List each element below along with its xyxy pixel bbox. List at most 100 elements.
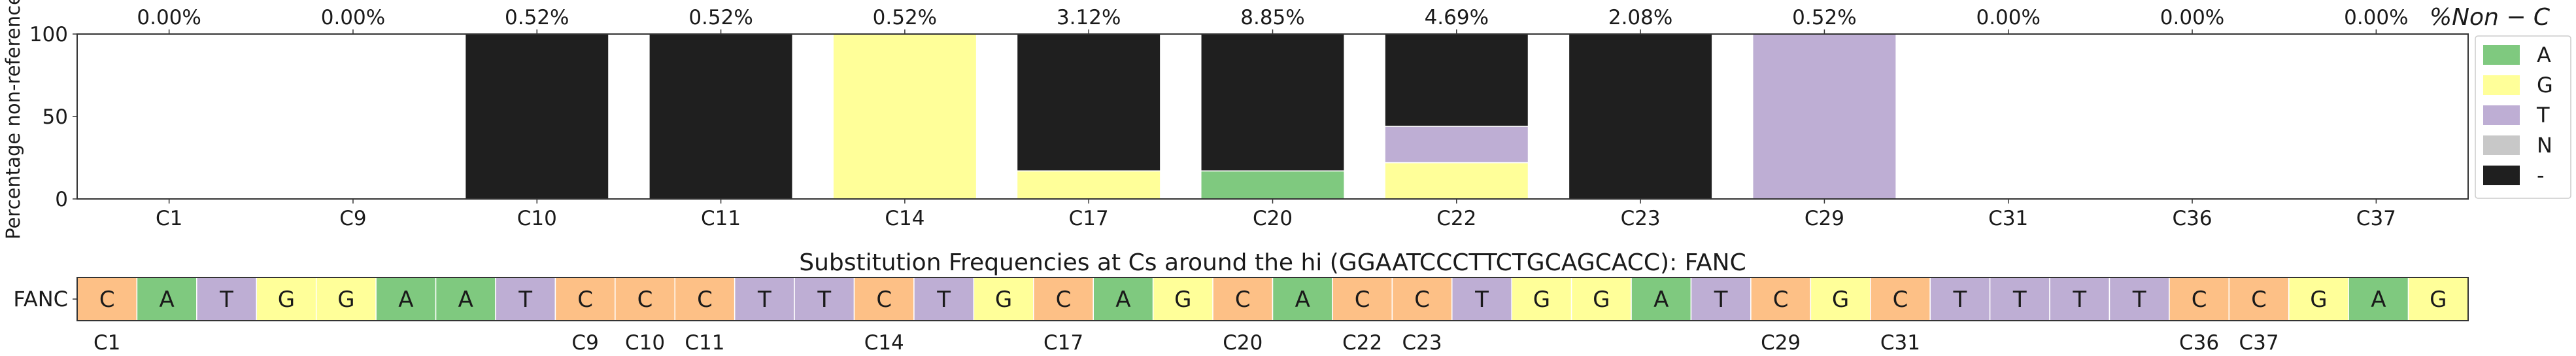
x-tick-label: C29 [1805,207,1844,230]
x-tick-label: C22 [1436,207,1476,230]
base-letter: T [757,287,771,313]
bar-segment-C20-A [1200,170,1345,200]
base-letter: C [2192,287,2207,313]
x-tick-label: C31 [1988,207,2028,230]
base-cell [315,277,377,321]
base-letter: A [1115,287,1130,313]
base-letter: G [1174,287,1191,313]
base-letter: C [697,287,713,313]
base-cell [1690,277,1752,321]
base-letter: T [1474,287,1489,313]
position-label: C11 [685,331,724,353]
base-cell [1033,277,1094,321]
base-letter: A [398,287,413,313]
base-letter: G [1533,287,1550,313]
y-tick-label: 100 [29,23,68,46]
base-letter: T [2012,287,2027,313]
base-cell [615,277,676,321]
base-cell [2228,277,2290,321]
top-axis-title: %Non − C [2430,4,2551,31]
bar-segment-C22-G [1384,162,1529,200]
legend-label: - [2537,163,2545,188]
position-label: C17 [1043,331,1083,353]
bar-segment-C22-- [1384,33,1529,127]
top-percent-label: 4.69% [1425,6,1489,29]
bar-segment-C14-G [832,33,977,200]
bar-segment-C17-- [1016,33,1161,171]
x-tick-label: C14 [885,207,924,230]
legend-swatch-A [2483,45,2520,65]
base-letter: C [637,287,653,313]
base-cell [136,277,197,321]
top-percent-label: 0.00% [2160,6,2224,29]
base-letter: G [2430,287,2447,313]
legend-swatch-G [2483,75,2520,95]
top-percent-label: 0.00% [2344,6,2408,29]
legend-label: G [2537,73,2553,98]
base-cell [1929,277,1991,321]
top-percent-label: 3.12% [1057,6,1121,29]
y-tick-label: 0 [55,188,68,211]
base-letter: C [1893,287,1908,313]
position-label: C31 [1880,331,1920,353]
base-letter: C [1773,287,1789,313]
base-cell [2348,277,2409,321]
base-cell [1152,277,1213,321]
base-letter: G [995,287,1012,313]
base-cell [554,277,616,321]
top-percent-label: 2.08% [1608,6,1672,29]
base-cell [495,277,556,321]
stacked-bar-chart: C1 0.00% C9 0.00% C10 0.52% C11 0.52% C14 0.52% C1… [2,0,2551,240]
x-tick-label: C1 [156,207,182,230]
legend-label: N [2537,133,2552,158]
base-cell [734,277,795,321]
legend-label: T [2536,103,2550,128]
top-percent-label: 0.00% [1976,6,2040,29]
position-label: C37 [2239,331,2279,353]
bar-segment-C20-- [1200,33,1345,171]
x-tick-label: C10 [517,207,557,230]
bar-segment-C11-- [649,33,794,200]
position-label: C20 [1223,331,1263,353]
legend-swatch-N [2483,135,2520,155]
base-letter: T [219,287,233,313]
top-percent-label: 0.52% [688,6,753,29]
top-percent-label: 0.00% [137,6,201,29]
base-letter: C [99,287,115,313]
x-tick-label: C20 [1253,207,1293,230]
x-tick-label: C23 [1621,207,1661,230]
base-letter: C [1056,287,1072,313]
x-tick-label: C9 [339,207,366,230]
heatmap-title: Substitution Frequencies at Cs around th… [799,249,1746,276]
base-letter: C [577,287,593,313]
base-letter: A [458,287,473,313]
base-cell [674,277,736,321]
position-label: C14 [864,331,904,353]
base-cell [913,277,975,321]
bar-segment-C17-G [1016,170,1161,200]
x-tick-label: C36 [2172,207,2212,230]
x-tick-label: C37 [2356,207,2396,230]
base-letter: C [1355,287,1370,313]
base-letter: G [1593,287,1610,313]
position-label: C23 [1402,331,1442,353]
base-cell [1451,277,1512,321]
base-cell [2407,277,2469,321]
heatmap-row-label: FANC [13,287,68,312]
base-cell [1870,277,1931,321]
position-label: C22 [1342,331,1382,353]
base-letter: G [1832,287,1849,313]
top-percent-label: 0.52% [873,6,937,29]
bar-segment-C10-- [464,33,609,200]
base-letter: T [817,287,831,313]
base-letter: T [1714,287,1728,313]
base-letter: T [1952,287,1967,313]
base-letter: C [1414,287,1430,313]
base-cell [2169,277,2230,321]
base-letter: G [2310,287,2327,313]
legend-swatch-- [2483,166,2520,185]
base-letter: C [1235,287,1251,313]
